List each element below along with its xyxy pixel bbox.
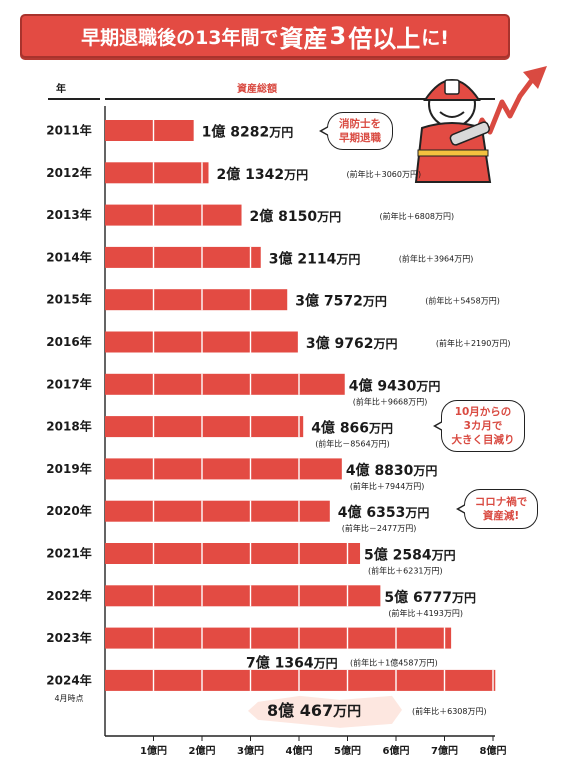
year-column-header: 年	[56, 84, 66, 95]
annotation-bubble-oct-drop: 10月からの 3カ月で 大きく目減り	[433, 400, 525, 452]
bar	[105, 162, 209, 184]
headline-part4: 倍以上	[348, 24, 421, 53]
year-label: 2012年	[46, 165, 91, 180]
value-label: 1億 8282万円	[202, 124, 294, 141]
change-label: (前年比＋4193万円)	[388, 608, 463, 618]
headline-part3: 3	[329, 22, 347, 50]
year-label: 2023年	[46, 630, 91, 645]
year-label: 2022年	[46, 588, 91, 603]
year-header-rule	[48, 98, 100, 100]
rising-arrow-icon	[467, 78, 534, 151]
value-label: 4億 6353万円	[338, 504, 430, 521]
year-label: 2017年	[46, 376, 91, 391]
bar	[105, 500, 330, 522]
change-label: (前年比＋2190万円)	[436, 338, 511, 348]
year-label: 2016年	[46, 334, 91, 349]
amount-column-header: 資産総額	[237, 84, 277, 95]
bar	[105, 204, 242, 226]
headline-part1: 早期退職後の13年間で	[81, 26, 279, 49]
x-tick-label: 6億円	[383, 744, 410, 757]
year-label: 2024年	[46, 672, 91, 687]
bar	[105, 543, 361, 564]
year-label: 2015年	[46, 292, 91, 307]
bar	[105, 416, 304, 438]
value-label: 2億 8150万円	[250, 208, 342, 225]
headline-part5: に!	[421, 26, 449, 49]
value-label: 7億 1364万円	[246, 655, 338, 672]
highlight-burst	[248, 695, 402, 728]
bar	[105, 627, 452, 649]
value-label: 4億 8830万円	[346, 462, 438, 479]
bar	[105, 246, 261, 268]
change-label: (前年比＋6231万円)	[368, 566, 443, 576]
change-label: (前年比－2477万円)	[342, 523, 417, 533]
x-tick-label: 3億円	[237, 744, 264, 757]
bar	[105, 373, 345, 395]
arrow-head-icon	[523, 66, 547, 89]
amount-header-rule	[105, 98, 495, 100]
year-label: 2020年	[46, 503, 91, 518]
x-tick-label: 8億円	[480, 744, 507, 757]
value-label: 3億 9762万円	[306, 335, 398, 352]
year-label: 2018年	[46, 419, 91, 434]
firefighter-illustration	[414, 66, 547, 183]
year-label: 2019年	[46, 461, 91, 476]
bar	[105, 458, 342, 480]
x-tick-label: 7億円	[431, 744, 458, 757]
annotation-bubble-corona: コロナ禍で 資産減!	[456, 489, 538, 529]
headline-banner: 早期退職後の13年間で 資産 3 倍以上 に!	[20, 14, 510, 58]
value-label: 5億 2584万円	[364, 547, 456, 564]
x-tick-label: 4億円	[286, 744, 313, 757]
bar	[105, 669, 496, 691]
year-label: 2014年	[46, 249, 91, 264]
value-label: 5億 6777万円	[384, 589, 476, 606]
change-label: (前年比－8564万円)	[315, 439, 390, 449]
annotation-bubble-early-retire: 消防士を 早期退職	[319, 112, 393, 150]
headline-part2: 資産	[279, 24, 328, 53]
value-label: 3億 7572万円	[295, 293, 387, 310]
change-label: (前年比＋7944万円)	[350, 481, 425, 491]
change-label: (前年比＋9668万円)	[353, 396, 428, 406]
value-label: 4億 866万円	[311, 420, 393, 437]
change-label: (前年比＋1億4587万円)	[350, 658, 438, 668]
bar	[105, 289, 288, 311]
change-label: (前年比＋6808万円)	[380, 211, 455, 221]
x-tick-label: 2億円	[189, 744, 216, 757]
value-label: 8億 467万円	[267, 701, 361, 720]
change-label: (前年比＋6308万円)	[412, 706, 487, 716]
year-label: 2021年	[46, 546, 91, 561]
x-tick-label: 5億円	[334, 744, 361, 757]
change-label: (前年比＋3964万円)	[399, 253, 474, 263]
year-label: 2011年	[46, 123, 91, 138]
x-tick-label: 1億円	[140, 744, 167, 757]
bar	[105, 120, 194, 141]
year-label: 2013年	[46, 207, 91, 222]
bar	[105, 585, 381, 607]
as-of-note: 4月時点	[54, 694, 83, 703]
value-label: 3億 2114万円	[269, 250, 361, 267]
change-label: (前年比＋3060万円)	[347, 169, 422, 179]
value-label: 2億 1342万円	[217, 166, 309, 183]
value-label: 4億 9430万円	[349, 377, 441, 394]
change-label: (前年比＋5458万円)	[425, 296, 500, 306]
